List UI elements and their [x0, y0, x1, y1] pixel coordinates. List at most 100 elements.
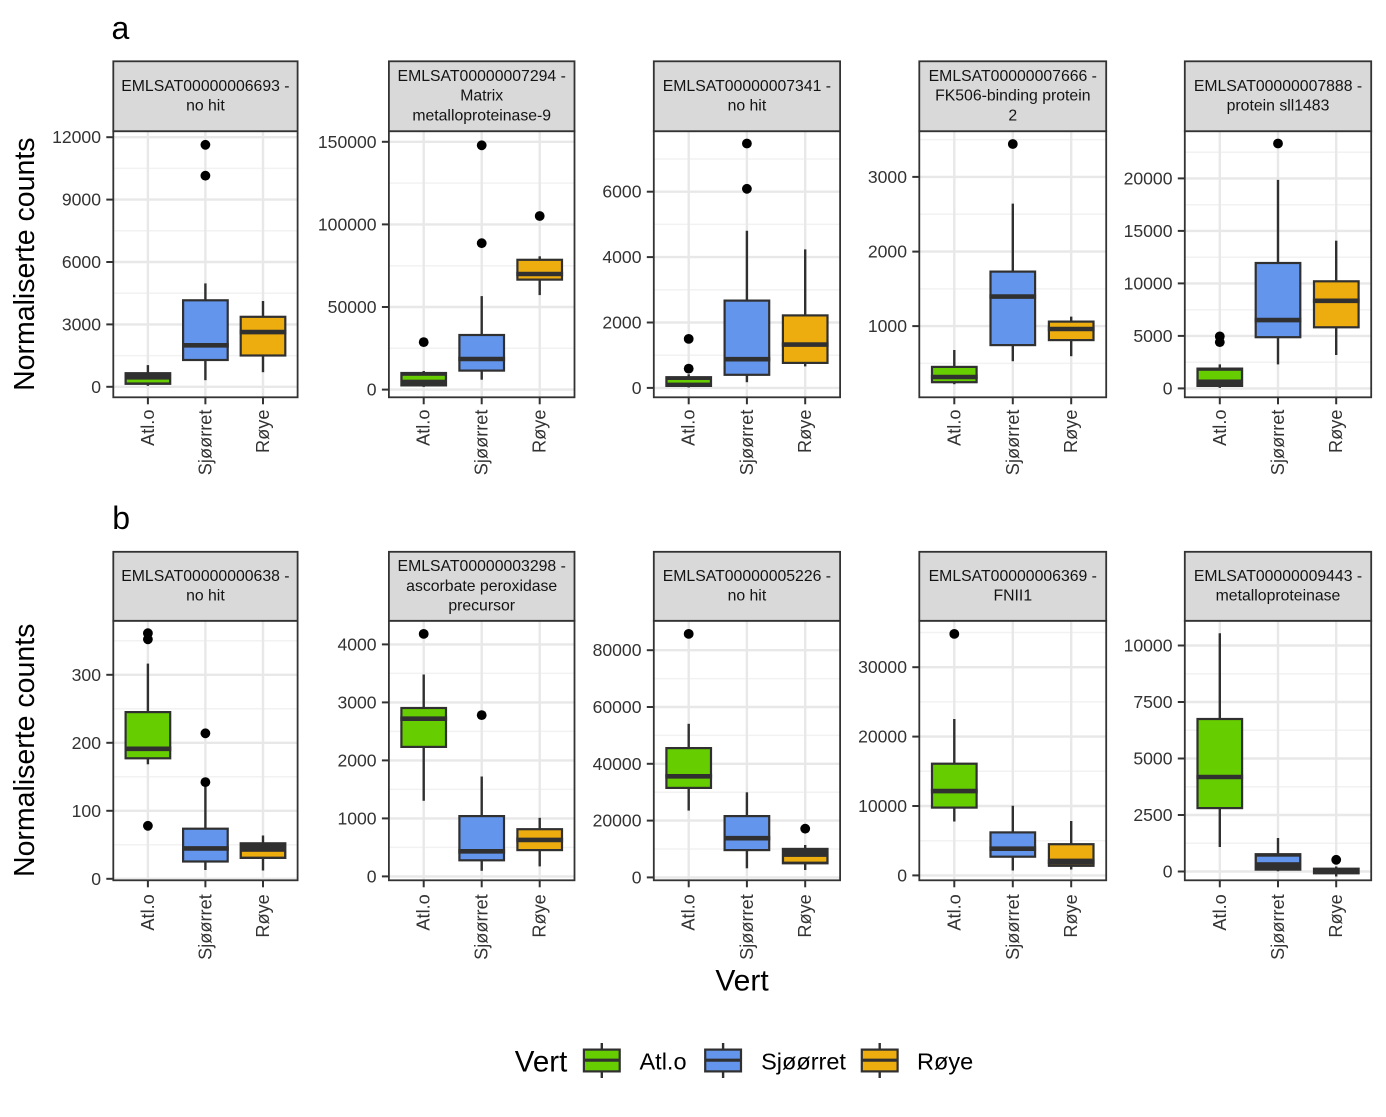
svg-text:Røye: Røye	[1061, 894, 1081, 937]
svg-text:protein sll1483: protein sll1483	[1227, 98, 1330, 115]
svg-text:Vert: Vert	[515, 1046, 567, 1079]
svg-text:b: b	[112, 500, 130, 536]
svg-text:7500: 7500	[1133, 692, 1172, 712]
svg-text:EMLSAT00000007341 -: EMLSAT00000007341 -	[663, 78, 831, 95]
svg-text:Røye: Røye	[1326, 894, 1346, 937]
svg-text:0: 0	[1163, 862, 1173, 882]
svg-text:0: 0	[367, 380, 377, 400]
svg-text:no hit: no hit	[186, 588, 225, 605]
svg-text:Atl.o: Atl.o	[138, 410, 158, 446]
svg-text:30000: 30000	[858, 657, 907, 677]
svg-text:Sjøørret: Sjøørret	[761, 1049, 846, 1075]
svg-text:Sjøørret: Sjøørret	[195, 894, 215, 960]
svg-text:2000: 2000	[337, 750, 376, 770]
svg-text:10000: 10000	[1124, 273, 1173, 293]
svg-text:Matrix: Matrix	[460, 88, 503, 105]
svg-text:EMLSAT00000005226 -: EMLSAT00000005226 -	[663, 568, 831, 585]
svg-text:a: a	[112, 10, 130, 46]
svg-text:0: 0	[632, 378, 642, 398]
svg-text:0: 0	[1163, 378, 1173, 398]
svg-text:200: 200	[72, 733, 102, 753]
svg-text:80000: 80000	[593, 640, 642, 660]
svg-text:EMLSAT00000007294 -: EMLSAT00000007294 -	[398, 68, 566, 85]
svg-text:Atl.o: Atl.o	[1210, 894, 1230, 930]
svg-text:FNII1: FNII1	[993, 588, 1032, 605]
svg-text:5000: 5000	[1133, 326, 1172, 346]
svg-text:precursor: precursor	[448, 597, 515, 614]
svg-text:9000: 9000	[62, 190, 101, 210]
svg-text:Røye: Røye	[530, 894, 550, 937]
svg-text:EMLSAT00000006693 -: EMLSAT00000006693 -	[121, 78, 289, 95]
svg-text:Røye: Røye	[1061, 410, 1081, 453]
svg-text:Atl.o: Atl.o	[414, 894, 434, 930]
svg-text:2000: 2000	[602, 313, 641, 333]
svg-text:Røye: Røye	[253, 410, 273, 453]
svg-text:no hit: no hit	[728, 98, 767, 115]
svg-text:metalloproteinase: metalloproteinase	[1216, 588, 1341, 605]
svg-text:Atl.o: Atl.o	[944, 410, 964, 446]
svg-text:1000: 1000	[337, 808, 376, 828]
svg-text:no hit: no hit	[186, 98, 225, 115]
svg-text:Atl.o: Atl.o	[1210, 410, 1230, 446]
svg-text:Atl.o: Atl.o	[944, 894, 964, 930]
svg-text:15000: 15000	[1124, 221, 1173, 241]
svg-text:Vert: Vert	[715, 965, 769, 998]
svg-text:Røye: Røye	[795, 410, 815, 453]
svg-text:40000: 40000	[593, 754, 642, 774]
svg-text:300: 300	[72, 665, 102, 685]
svg-text:FK506-binding protein: FK506-binding protein	[935, 88, 1090, 105]
svg-text:20000: 20000	[1124, 168, 1173, 188]
svg-text:4000: 4000	[337, 634, 376, 654]
svg-text:2500: 2500	[1133, 805, 1172, 825]
svg-text:0: 0	[91, 869, 101, 889]
svg-text:ascorbate peroxidase: ascorbate peroxidase	[406, 578, 557, 595]
svg-text:20000: 20000	[593, 811, 642, 831]
svg-text:Atl.o: Atl.o	[640, 1049, 687, 1075]
svg-text:Normaliserte counts: Normaliserte counts	[9, 137, 41, 390]
svg-text:Sjøørret: Sjøørret	[737, 894, 757, 960]
svg-text:EMLSAT00000007888 -: EMLSAT00000007888 -	[1194, 78, 1362, 95]
svg-text:2: 2	[1008, 107, 1017, 124]
svg-text:Sjøørret: Sjøørret	[1268, 894, 1288, 960]
svg-text:Sjøørret: Sjøørret	[472, 894, 492, 960]
svg-text:Atl.o: Atl.o	[414, 410, 434, 446]
svg-text:0: 0	[91, 377, 101, 397]
svg-text:EMLSAT00000000638 -: EMLSAT00000000638 -	[121, 568, 289, 585]
svg-text:0: 0	[897, 865, 907, 885]
svg-text:1000: 1000	[868, 316, 907, 336]
svg-text:60000: 60000	[593, 697, 642, 717]
svg-text:10000: 10000	[1124, 636, 1173, 656]
svg-text:5000: 5000	[1133, 749, 1172, 769]
svg-text:0: 0	[632, 867, 642, 887]
svg-text:Atl.o: Atl.o	[679, 410, 699, 446]
svg-text:Røye: Røye	[253, 894, 273, 937]
svg-text:Sjøørret: Sjøørret	[1003, 410, 1023, 476]
svg-text:12000: 12000	[52, 127, 101, 147]
svg-text:6000: 6000	[62, 252, 101, 272]
svg-text:3000: 3000	[62, 314, 101, 334]
svg-text:Røye: Røye	[530, 410, 550, 453]
svg-text:EMLSAT00000006369 -: EMLSAT00000006369 -	[929, 568, 1097, 585]
svg-text:20000: 20000	[858, 727, 907, 747]
svg-text:3000: 3000	[868, 167, 907, 187]
svg-text:EMLSAT00000009443 -: EMLSAT00000009443 -	[1194, 568, 1362, 585]
svg-text:100000: 100000	[318, 214, 377, 234]
svg-text:Atl.o: Atl.o	[138, 894, 158, 930]
svg-text:Røye: Røye	[1326, 410, 1346, 453]
svg-text:10000: 10000	[858, 796, 907, 816]
svg-text:Sjøørret: Sjøørret	[1003, 894, 1023, 960]
svg-text:EMLSAT00000007666 -: EMLSAT00000007666 -	[929, 68, 1097, 85]
svg-text:Sjøørret: Sjøørret	[472, 410, 492, 476]
svg-text:Atl.o: Atl.o	[679, 894, 699, 930]
svg-text:EMLSAT00000003298 -: EMLSAT00000003298 -	[398, 558, 566, 575]
svg-text:100: 100	[72, 801, 102, 821]
svg-text:50000: 50000	[328, 297, 377, 317]
svg-text:Normaliserte counts: Normaliserte counts	[9, 624, 41, 877]
svg-text:Røye: Røye	[917, 1049, 973, 1075]
svg-text:6000: 6000	[602, 182, 641, 202]
svg-text:metalloproteinase-9: metalloproteinase-9	[412, 107, 551, 124]
svg-text:Sjøørret: Sjøørret	[737, 410, 757, 476]
svg-text:4000: 4000	[602, 247, 641, 267]
svg-text:no hit: no hit	[728, 588, 767, 605]
svg-text:2000: 2000	[868, 242, 907, 262]
